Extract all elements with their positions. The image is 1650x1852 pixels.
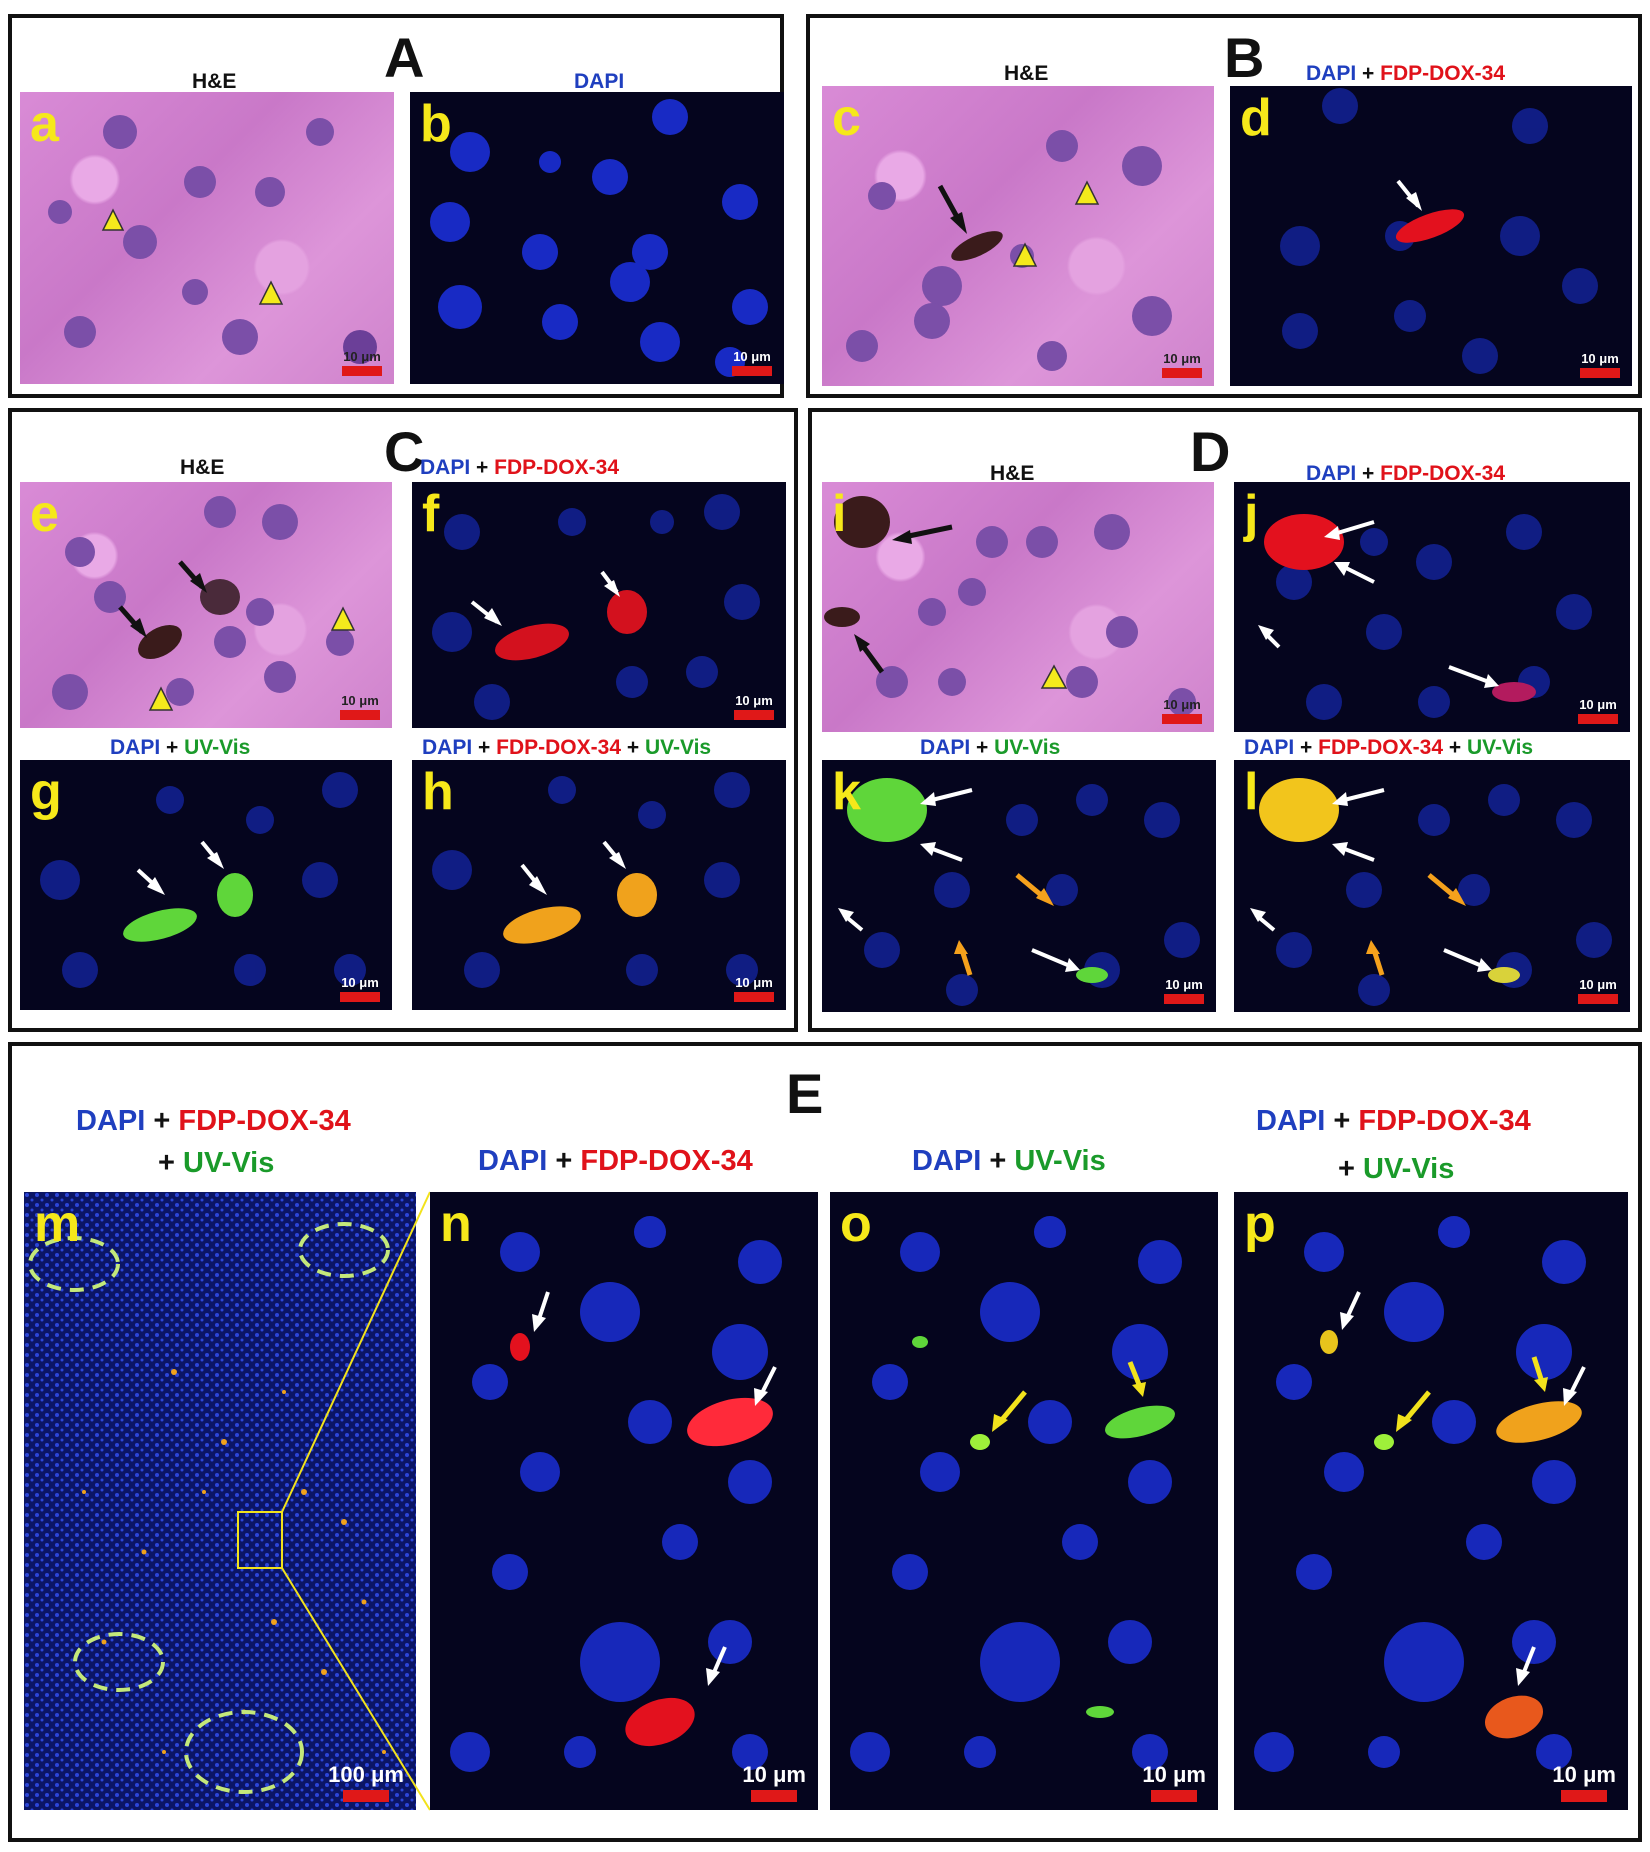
- label-uv-m-line2: + UV-Vis: [158, 1147, 275, 1179]
- panel-f-dapi-fdp: f 10 μm: [412, 482, 786, 728]
- fluor-cells-o: [850, 1216, 1182, 1772]
- label-he-i: H&E: [990, 462, 1035, 485]
- scale-bar-e: 10 μm: [340, 693, 380, 720]
- panel-c-he: c 10 μm: [822, 86, 1214, 386]
- label-dapi-uv-k: DAPI + UV-Vis: [920, 736, 1061, 759]
- label-he-a: H&E: [192, 70, 237, 93]
- panel-letter-e: e: [30, 485, 59, 543]
- label-uv-p-line2: + UV-Vis: [1338, 1153, 1455, 1185]
- label-dapi-fdp-n: DAPI + FDP-DOX-34: [478, 1145, 753, 1177]
- panel-letter-g: g: [30, 763, 62, 821]
- fluor-cells-j: [1258, 514, 1592, 720]
- panel-g-dapi-uv: g 10 μm: [20, 760, 392, 1010]
- fluor-cells-g: [40, 772, 366, 988]
- fluor-cells-k: [838, 778, 1200, 1006]
- panel-l-merge: l 10 μm: [1234, 760, 1630, 1012]
- panel-letter-d: d: [1240, 89, 1272, 147]
- he-tissue-e: [52, 496, 356, 711]
- section-letter-d: D: [1190, 420, 1231, 483]
- panel-letter-m: m: [34, 1195, 81, 1253]
- panel-letter-j: j: [1244, 485, 1259, 543]
- label-dapi-uv-g: DAPI + UV-Vis: [110, 736, 251, 759]
- panel-p-merge: p 10 μm: [1234, 1192, 1628, 1810]
- scale-bar-f: 10 μm: [734, 693, 774, 720]
- fluor-cells-n: [450, 1216, 782, 1772]
- fluor-overview-m: [24, 1192, 416, 1810]
- panel-b-dapi: b 10 μm: [410, 92, 784, 384]
- section-e: [8, 1042, 1642, 1842]
- scale-bar-i: 10 μm: [1162, 697, 1202, 724]
- scale-bar-a: 10 μm: [342, 349, 382, 376]
- scale-bar-d: 10 μm: [1580, 351, 1620, 378]
- section-letter-b: B: [1224, 26, 1265, 89]
- scale-bar-m: 100 μm: [328, 1762, 404, 1802]
- panel-letter-l: l: [1244, 763, 1259, 821]
- scale-bar-o: 10 μm: [1142, 1762, 1206, 1802]
- label-dapi-fdp-p-line1: DAPI + FDP-DOX-34: [1256, 1105, 1531, 1137]
- panel-letter-b: b: [420, 95, 452, 153]
- panel-h-merge: h 10 μm: [412, 760, 786, 1010]
- panel-n-dapi-fdp: n 10 μm: [430, 1192, 818, 1810]
- panel-i-he: i 10 μm: [822, 482, 1214, 732]
- scale-bar-j: 10 μm: [1578, 697, 1618, 724]
- section-letter-a: A: [384, 26, 425, 89]
- scale-bar-g: 10 μm: [340, 975, 380, 1002]
- panel-letter-f: f: [422, 485, 440, 543]
- fluor-cells-h: [432, 772, 758, 988]
- panel-letter-k: k: [832, 763, 861, 821]
- section-letter-c: C: [384, 420, 425, 483]
- fluor-cells-l: [1250, 778, 1612, 1006]
- scale-bar-h: 10 μm: [734, 975, 774, 1002]
- label-dapi-b: DAPI: [574, 70, 625, 93]
- scale-bar-b: 10 μm: [732, 349, 772, 376]
- panel-e-he: e 10 μm: [20, 482, 392, 728]
- fluor-cells-f: [432, 494, 760, 720]
- section-letter-e: E: [786, 1062, 824, 1125]
- panel-o-dapi-uv: o 10 μm: [830, 1192, 1218, 1810]
- scale-bar-p: 10 μm: [1552, 1762, 1616, 1802]
- scale-bar-n: 10 μm: [742, 1762, 806, 1802]
- label-dapi-fdp-f: DAPI + FDP-DOX-34: [420, 456, 619, 479]
- label-dapi-fdp-j: DAPI + FDP-DOX-34: [1306, 462, 1505, 485]
- panel-d-dapi-fdp: d 10 μm: [1230, 86, 1632, 386]
- panel-letter-o: o: [840, 1195, 872, 1253]
- panel-letter-a: a: [30, 95, 59, 153]
- panel-letter-p: p: [1244, 1195, 1276, 1253]
- label-dapi-fdp-uv-h: DAPI + FDP-DOX-34 + UV-Vis: [422, 736, 712, 759]
- fluor-cells-d: [1280, 88, 1598, 374]
- panel-letter-n: n: [440, 1195, 472, 1253]
- label-dapi-fdp-uv-l: DAPI + FDP-DOX-34 + UV-Vis: [1244, 736, 1534, 759]
- panel-m-overview: m 100 μm: [24, 1192, 416, 1810]
- fluor-cells-b: [430, 99, 768, 377]
- scale-bar-l: 10 μm: [1578, 977, 1618, 1004]
- label-dapi-uv-o: DAPI + UV-Vis: [912, 1145, 1106, 1177]
- label-dapi-fdp-m-line1: DAPI + FDP-DOX-34: [76, 1105, 351, 1137]
- he-tissue-c: [846, 130, 1172, 371]
- scale-bar-c: 10 μm: [1162, 351, 1202, 378]
- scale-bar-k: 10 μm: [1164, 977, 1204, 1004]
- label-dapi-fdp-d: DAPI + FDP-DOX-34: [1306, 62, 1505, 85]
- panel-j-dapi-fdp: j 10 μm: [1234, 482, 1630, 732]
- section-d: [808, 408, 1642, 1032]
- section-b: [806, 14, 1642, 398]
- he-tissue-i: [824, 496, 1196, 716]
- section-c: [8, 408, 798, 1032]
- fluor-cells-p: [1254, 1216, 1586, 1772]
- label-he-e: H&E: [180, 456, 225, 479]
- panel-letter-i: i: [832, 485, 847, 543]
- panel-k-dapi-uv: k 10 μm: [822, 760, 1216, 1012]
- panel-letter-c: c: [832, 89, 861, 147]
- label-he-c: H&E: [1004, 62, 1049, 85]
- panel-letter-h: h: [422, 763, 454, 821]
- panel-a-he: a 10 μm: [20, 92, 394, 384]
- he-tissue-a: [48, 115, 377, 364]
